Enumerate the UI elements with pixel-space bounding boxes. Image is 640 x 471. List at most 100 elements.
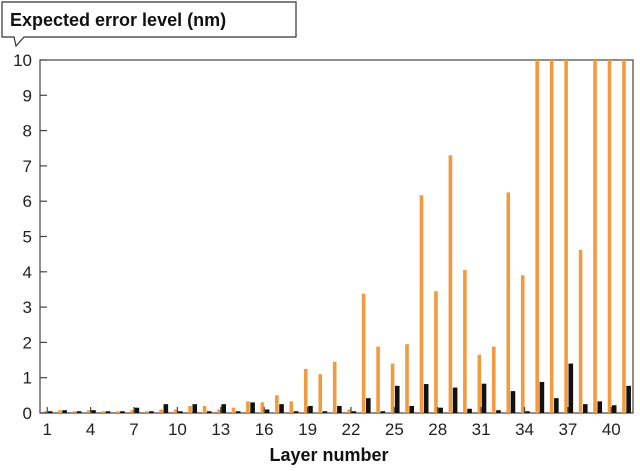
bar-series-2 — [279, 404, 284, 413]
bar-series-2 — [308, 405, 313, 413]
bar-series-2 — [322, 411, 328, 413]
bar-series-2 — [221, 404, 226, 413]
y-axis-title: Expected error level (nm) — [10, 10, 226, 30]
bar-series-1 — [144, 411, 149, 413]
bar-series-2 — [438, 407, 443, 413]
bar-series-1 — [87, 410, 91, 413]
x-tick-label: 22 — [342, 420, 361, 439]
bar-series-2 — [510, 391, 516, 413]
bar-series-2 — [496, 410, 501, 413]
bar-series-2 — [76, 411, 82, 413]
bar-series-1 — [593, 60, 597, 413]
bar-series-2 — [582, 404, 588, 413]
x-tick-label: 1 — [42, 420, 51, 439]
y-axis: 0 1 2 3 4 5 6 7 8 9 10 — [13, 51, 47, 423]
bar-series-2 — [394, 385, 400, 413]
bar-series-1 — [246, 401, 250, 413]
bar-series-1 — [506, 192, 511, 414]
y-tick-label: 8 — [23, 122, 32, 141]
bar-series-2 — [597, 401, 603, 413]
x-tick-label: 13 — [211, 420, 230, 439]
bar-series-1 — [159, 409, 163, 413]
bar-series-1 — [318, 374, 323, 413]
y-tick-label: 0 — [23, 404, 32, 423]
plot-frame — [39, 59, 634, 414]
bar-series-2 — [62, 410, 67, 413]
bar-series-1 — [492, 346, 496, 413]
bar-series-1 — [101, 411, 106, 413]
bar-series-1 — [520, 275, 525, 413]
y-axis-title-box: Expected error level (nm) — [1, 1, 297, 48]
y-tick-label: 10 — [13, 51, 32, 70]
bar-series-1 — [130, 410, 135, 413]
x-tick-label: 25 — [385, 420, 404, 439]
x-tick-label: 40 — [602, 420, 621, 439]
bar-series-2 — [481, 383, 487, 413]
bar-series-1 — [231, 407, 236, 413]
bar-series-1 — [463, 270, 467, 413]
bar-series-1 — [405, 344, 409, 413]
bar-series-1 — [173, 409, 178, 413]
bar-series-1 — [347, 409, 351, 413]
bar-series-1 — [622, 60, 626, 413]
bar-series-1 — [564, 60, 568, 413]
bar-series-2 — [120, 411, 125, 413]
x-tick-label: 34 — [515, 420, 534, 439]
bar-series-1 — [202, 405, 207, 413]
bar-series-1 — [390, 363, 395, 413]
bar-series-2 — [539, 381, 545, 413]
bar-series-1 — [289, 401, 294, 413]
y-tick-label: 7 — [23, 157, 32, 176]
y-tick-label: 9 — [23, 86, 32, 105]
y-tick-label: 1 — [23, 369, 32, 388]
bar-series-2 — [409, 405, 415, 413]
x-tick-label: 4 — [86, 420, 95, 439]
y-tick-label: 5 — [23, 228, 32, 247]
bar-series-2 — [568, 363, 574, 413]
bar-series-2 — [134, 407, 140, 413]
bar-series-2 — [47, 411, 53, 413]
x-tick-label: 28 — [428, 420, 447, 439]
plot-area — [39, 59, 634, 414]
bar-series-1 — [217, 409, 221, 413]
bar-series-2 — [206, 411, 212, 413]
bar-series-2 — [293, 411, 299, 413]
bar-series-2 — [264, 409, 270, 413]
bar-series-2 — [163, 404, 169, 413]
bar-series-1 — [332, 361, 337, 413]
bar-series-2 — [554, 398, 559, 413]
y-tick-label: 2 — [23, 333, 32, 352]
bar-series-1 — [275, 395, 279, 413]
x-axis-title: Layer number — [269, 445, 388, 465]
bar-series-2 — [611, 405, 617, 413]
bar-series-2 — [452, 387, 458, 413]
bar-series-1 — [549, 60, 554, 413]
bar-series-2 — [337, 405, 342, 413]
bar-series-1 — [58, 410, 62, 413]
x-axis: 1 4 7 10 13 16 19 22 25 28 31 34 37 40 — [42, 407, 621, 439]
bar-series-1 — [607, 60, 612, 413]
bar-series-2 — [250, 402, 255, 413]
bar-series-1 — [303, 368, 308, 414]
bar-series-1 — [434, 291, 438, 413]
x-tick-label: 10 — [168, 420, 187, 439]
x-tick-label: 7 — [129, 420, 138, 439]
y-tick-label: 6 — [23, 192, 32, 211]
bar-series-1 — [361, 293, 366, 413]
bar-series-2 — [149, 411, 154, 413]
bar-series-2 — [105, 411, 111, 413]
bar-series-2 — [192, 404, 198, 413]
bar-series-1 — [448, 155, 453, 413]
bar-series-2 — [351, 411, 357, 413]
bar-series-1 — [477, 354, 482, 413]
bar-series-2 — [423, 384, 429, 413]
bar-series-1 — [419, 195, 424, 413]
bar-series-1 — [72, 411, 77, 413]
bar-series-2 — [626, 385, 631, 413]
bar-series-1 — [260, 402, 265, 413]
x-tick-label: 37 — [558, 420, 577, 439]
bar-series-2 — [380, 411, 386, 413]
y-tick-label: 3 — [23, 298, 32, 317]
bar-series-2 — [525, 411, 530, 413]
